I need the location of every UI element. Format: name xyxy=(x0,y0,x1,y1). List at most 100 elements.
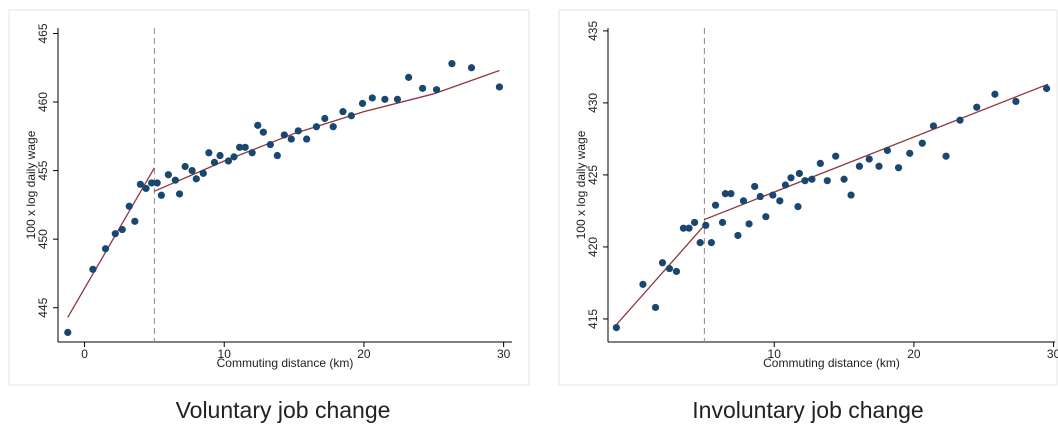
data-point xyxy=(393,95,402,103)
data-point xyxy=(696,239,704,247)
data-point xyxy=(865,155,873,163)
data-point xyxy=(762,213,770,221)
data-point xyxy=(776,197,784,205)
y-tick-label: 465 xyxy=(36,23,50,43)
plot-frame xyxy=(558,9,1058,386)
x-tick-label: 10 xyxy=(218,347,232,361)
data-point xyxy=(875,162,883,170)
data-point xyxy=(467,64,476,72)
data-point xyxy=(734,231,742,240)
data-point xyxy=(89,265,97,273)
data-point xyxy=(199,169,207,177)
data-point xyxy=(111,230,119,238)
data-point xyxy=(823,177,831,185)
data-point xyxy=(448,60,456,68)
y-tick-label: 425 xyxy=(586,165,600,185)
data-point xyxy=(230,153,238,161)
data-point xyxy=(236,143,244,151)
data-point xyxy=(612,323,620,332)
data-point xyxy=(745,220,753,228)
data-point xyxy=(339,108,347,116)
data-point xyxy=(157,191,165,199)
data-point xyxy=(973,103,981,111)
x-tick-label: 20 xyxy=(357,347,371,361)
y-tick-label: 435 xyxy=(586,21,600,41)
data-point xyxy=(739,197,748,205)
data-point xyxy=(205,149,213,157)
data-point xyxy=(672,267,681,276)
data-point xyxy=(795,169,803,178)
data-point xyxy=(303,135,311,143)
data-point xyxy=(153,179,161,187)
y-tick-label: 420 xyxy=(586,237,600,257)
data-point xyxy=(906,149,914,157)
data-point xyxy=(956,116,964,124)
data-point xyxy=(991,90,999,98)
data-point xyxy=(847,191,855,199)
fit-line xyxy=(704,83,1049,221)
data-point xyxy=(118,225,126,234)
x-tick-label: 30 xyxy=(1047,347,1058,361)
data-point xyxy=(794,203,802,211)
data-point xyxy=(181,162,189,171)
data-point xyxy=(171,176,179,184)
data-point xyxy=(125,202,133,210)
data-point xyxy=(769,191,777,199)
data-point xyxy=(321,114,329,123)
data-point xyxy=(248,149,256,157)
data-point xyxy=(224,157,233,165)
fit-line xyxy=(67,167,155,318)
data-point xyxy=(64,328,72,337)
data-point xyxy=(381,95,389,103)
data-point xyxy=(711,201,720,209)
x-axis-label: Commuting distance (km) xyxy=(217,356,354,370)
data-point xyxy=(418,84,427,92)
data-point xyxy=(1043,84,1051,93)
y-tick-label: 415 xyxy=(586,309,600,329)
plot-frame xyxy=(8,9,530,386)
data-point xyxy=(287,135,295,143)
data-point xyxy=(312,123,321,131)
fit-line xyxy=(615,224,705,326)
fit-line xyxy=(154,69,500,192)
data-point xyxy=(266,140,274,149)
y-tick-label: 450 xyxy=(36,229,50,249)
data-point xyxy=(175,190,184,198)
data-point xyxy=(358,99,367,108)
data-point xyxy=(801,177,809,185)
data-point xyxy=(756,192,764,201)
data-point xyxy=(679,224,688,232)
y-axis-label: 100 x log daily wage xyxy=(24,130,38,239)
data-point xyxy=(280,131,288,139)
data-point xyxy=(781,181,790,189)
data-point xyxy=(432,86,441,94)
data-point xyxy=(294,127,302,135)
data-point xyxy=(254,121,262,129)
data-point xyxy=(347,112,355,120)
chart-title: Involuntary job change xyxy=(692,397,923,423)
y-tick-label: 460 xyxy=(36,92,50,112)
data-point xyxy=(241,143,249,151)
data-point xyxy=(942,152,950,160)
data-point xyxy=(685,224,693,232)
data-point xyxy=(329,123,337,131)
data-point xyxy=(368,94,376,102)
y-tick-label: 430 xyxy=(586,93,600,113)
data-point xyxy=(918,139,926,147)
data-point xyxy=(751,182,759,191)
data-point xyxy=(192,175,200,183)
data-point xyxy=(259,128,267,136)
x-tick-label: 30 xyxy=(497,347,511,361)
data-point xyxy=(787,174,795,182)
data-point xyxy=(405,73,413,81)
data-point xyxy=(894,164,903,172)
data-point xyxy=(883,146,891,155)
data-point xyxy=(136,180,145,188)
chart-title: Voluntary job change xyxy=(176,397,391,423)
y-tick-label: 455 xyxy=(36,160,50,180)
data-point xyxy=(142,184,150,193)
data-point xyxy=(855,162,864,170)
data-point xyxy=(658,259,667,267)
data-point xyxy=(816,159,824,167)
